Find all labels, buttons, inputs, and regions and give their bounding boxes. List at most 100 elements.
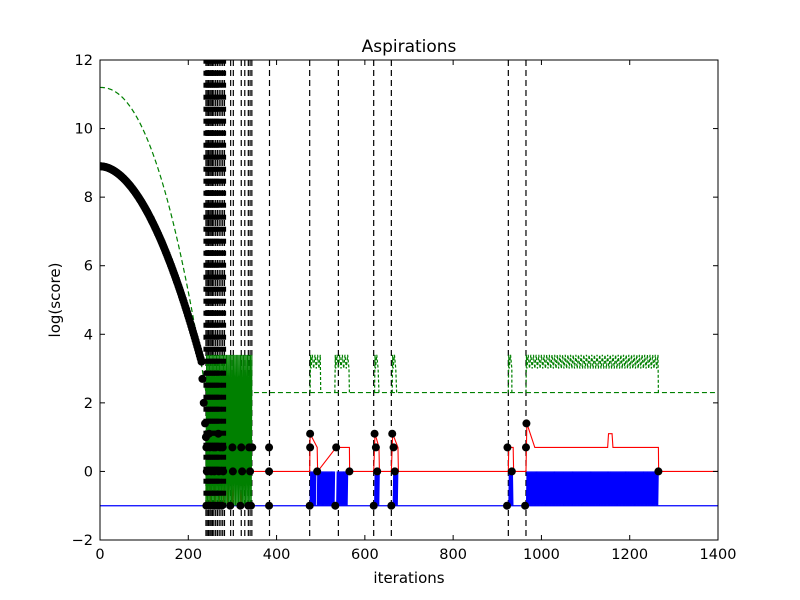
data-point — [228, 467, 237, 476]
data-point-bulk — [197, 357, 206, 366]
data-point — [370, 429, 379, 438]
plot-area — [100, 60, 718, 540]
axes-frame — [99, 59, 719, 541]
x-tick-label: 200 — [174, 547, 202, 563]
dense-marker-7 — [221, 274, 227, 280]
dense-marker-6 — [216, 286, 222, 292]
dense-marker-7 — [221, 82, 227, 88]
y-tick-label: 2 — [84, 396, 93, 412]
y-axis: −2 0 2 4 6 8 10 12 — [72, 53, 718, 549]
dense-marker-6 — [216, 310, 222, 316]
dense-marker-7 — [221, 490, 227, 496]
y-tick-label: 8 — [84, 190, 93, 206]
dense-marker-6 — [216, 370, 222, 376]
dense-marker-6 — [216, 226, 222, 232]
x-tick-label: 1400 — [700, 547, 737, 563]
dense-marker-7 — [221, 154, 227, 160]
data-point — [654, 467, 663, 476]
dense-marker-6 — [216, 238, 222, 244]
data-point — [246, 467, 255, 476]
dense-marker-6 — [216, 94, 222, 100]
dense-marker-7 — [221, 262, 227, 268]
series-green-curve — [100, 86, 207, 393]
y-tick-label: 0 — [84, 464, 93, 480]
data-point — [388, 429, 397, 438]
dense-marker-7 — [221, 394, 227, 400]
dense-marker-7 — [221, 130, 227, 136]
dense-marker-6 — [216, 358, 222, 364]
data-point — [332, 443, 341, 452]
dense-marker-6 — [216, 418, 222, 424]
data-point — [306, 443, 315, 452]
data-point — [305, 501, 314, 510]
x-tick-label: 1000 — [523, 547, 560, 563]
dense-marker-6 — [216, 382, 222, 388]
dense-marker-6 — [216, 130, 222, 136]
data-point — [371, 443, 380, 452]
data-point — [331, 501, 340, 510]
x-tick-label: 1200 — [611, 547, 648, 563]
series-blue-oscillation-6 — [525, 471, 659, 506]
dense-marker-7 — [221, 226, 227, 232]
dense-marker-6 — [216, 322, 222, 328]
series-green-bump-3 — [391, 354, 398, 393]
x-axis-title: iterations — [373, 569, 444, 587]
data-point — [246, 501, 255, 510]
series-blue-oscillation-0 — [309, 471, 317, 506]
data-point — [390, 467, 399, 476]
y-tick-label: 6 — [84, 259, 93, 275]
dense-marker-7 — [221, 190, 227, 196]
series-green-bump-2 — [373, 354, 380, 393]
dense-marker-7 — [221, 370, 227, 376]
dense-marker-7 — [221, 358, 227, 364]
dense-marker-7 — [221, 382, 227, 388]
dense-marker-6 — [216, 250, 222, 256]
series-green-bump-0 — [309, 354, 322, 393]
data-point — [248, 443, 257, 452]
dense-marker-6 — [216, 142, 222, 148]
data-point — [507, 467, 516, 476]
data-point — [387, 501, 396, 510]
data-point — [503, 443, 512, 452]
data-point — [265, 443, 274, 452]
y-tick-label: −2 — [72, 533, 93, 549]
dense-marker-7 — [221, 106, 227, 112]
dense-marker-6 — [216, 346, 222, 352]
dense-marker-6 — [216, 190, 222, 196]
data-point — [265, 467, 274, 476]
data-point — [521, 443, 530, 452]
dense-marker-7 — [221, 430, 227, 436]
x-tick-label: 800 — [439, 547, 467, 563]
dense-marker-7 — [221, 478, 227, 484]
dense-marker-6 — [216, 490, 222, 496]
data-point — [226, 501, 235, 510]
dense-marker-6 — [216, 478, 222, 484]
dense-marker-7 — [221, 322, 227, 328]
data-point — [389, 443, 398, 452]
y-tick-label: 4 — [84, 327, 93, 343]
series-blue-oscillation-2 — [336, 471, 349, 506]
data-point — [521, 501, 530, 510]
dense-marker-7 — [221, 406, 227, 412]
series-blue-oscillation-5 — [508, 471, 514, 506]
data-point — [218, 443, 227, 452]
dense-marker-7 — [221, 142, 227, 148]
series-blue-oscillation-4 — [392, 471, 399, 506]
dense-marker-7 — [221, 238, 227, 244]
dense-marker-6 — [216, 166, 222, 172]
dense-marker-7 — [221, 334, 227, 340]
data-point — [201, 419, 210, 428]
data-point — [369, 501, 378, 510]
dense-marker-7 — [221, 454, 227, 460]
data-point — [503, 501, 511, 510]
data-point — [522, 419, 531, 428]
dense-marker-7 — [221, 418, 227, 424]
dense-marker-7 — [221, 70, 227, 76]
data-point — [345, 467, 354, 476]
dense-marker-7 — [221, 286, 227, 292]
dense-marker-7 — [221, 250, 227, 256]
data-point — [199, 398, 208, 407]
data-point — [205, 429, 214, 438]
dense-marker-6 — [216, 454, 222, 460]
